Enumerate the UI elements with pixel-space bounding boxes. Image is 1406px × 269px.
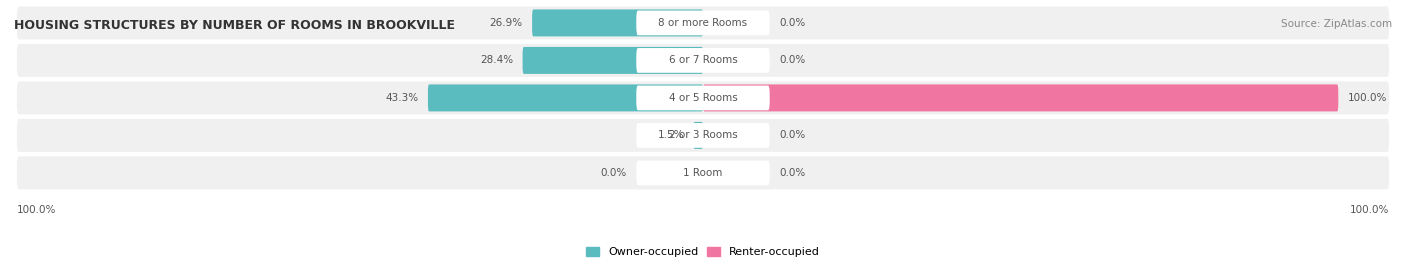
Text: 0.0%: 0.0%: [779, 130, 806, 140]
Text: 8 or more Rooms: 8 or more Rooms: [658, 18, 748, 28]
Text: Source: ZipAtlas.com: Source: ZipAtlas.com: [1281, 19, 1392, 29]
Text: 100.0%: 100.0%: [1348, 93, 1388, 103]
FancyBboxPatch shape: [637, 48, 769, 73]
Text: 2 or 3 Rooms: 2 or 3 Rooms: [669, 130, 737, 140]
Text: 100.0%: 100.0%: [1350, 205, 1389, 215]
Text: 43.3%: 43.3%: [385, 93, 419, 103]
FancyBboxPatch shape: [17, 119, 1389, 152]
FancyBboxPatch shape: [17, 157, 1389, 189]
FancyBboxPatch shape: [523, 47, 703, 74]
Text: 4 or 5 Rooms: 4 or 5 Rooms: [669, 93, 737, 103]
FancyBboxPatch shape: [531, 9, 703, 36]
FancyBboxPatch shape: [703, 84, 1339, 111]
FancyBboxPatch shape: [427, 84, 703, 111]
Legend: Owner-occupied, Renter-occupied: Owner-occupied, Renter-occupied: [586, 247, 820, 257]
Text: 100.0%: 100.0%: [17, 205, 56, 215]
Text: 0.0%: 0.0%: [779, 18, 806, 28]
FancyBboxPatch shape: [17, 44, 1389, 77]
Text: 0.0%: 0.0%: [600, 168, 627, 178]
FancyBboxPatch shape: [17, 6, 1389, 40]
Text: 0.0%: 0.0%: [779, 168, 806, 178]
Text: 6 or 7 Rooms: 6 or 7 Rooms: [669, 55, 737, 65]
Text: 1.5%: 1.5%: [658, 130, 683, 140]
Text: HOUSING STRUCTURES BY NUMBER OF ROOMS IN BROOKVILLE: HOUSING STRUCTURES BY NUMBER OF ROOMS IN…: [14, 19, 456, 32]
FancyBboxPatch shape: [693, 122, 703, 149]
FancyBboxPatch shape: [637, 123, 769, 148]
FancyBboxPatch shape: [637, 10, 769, 35]
Text: 26.9%: 26.9%: [489, 18, 523, 28]
FancyBboxPatch shape: [637, 161, 769, 185]
FancyBboxPatch shape: [17, 82, 1389, 114]
Text: 0.0%: 0.0%: [779, 55, 806, 65]
Text: 28.4%: 28.4%: [479, 55, 513, 65]
FancyBboxPatch shape: [637, 86, 769, 110]
Text: 1 Room: 1 Room: [683, 168, 723, 178]
